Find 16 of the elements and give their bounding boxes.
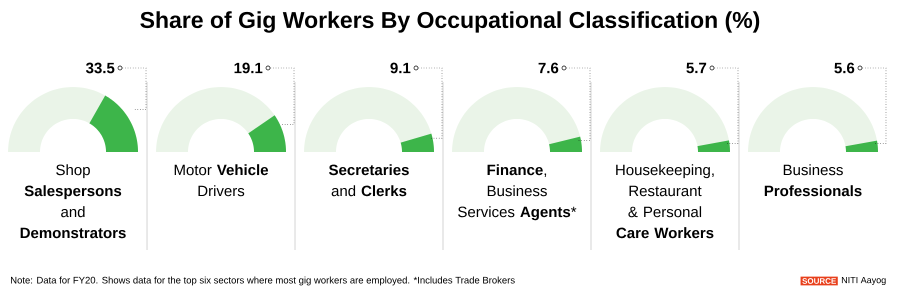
category-label: Business Professionals (764, 164, 862, 196)
text: NITI Aayog (842, 276, 886, 286)
data-label: 5.6 (834, 62, 854, 74)
data-label: 7.6 (538, 62, 558, 74)
category-label: Housekeeping, Restaurant & Personal Care Workers (616, 164, 714, 238)
data-label: 5.7 (686, 62, 706, 74)
text: Share of Gig Workers By Occupational Classification (%) (140, 11, 760, 33)
text: SOURCE (802, 278, 836, 284)
category-label: Shop Salespersons and Demonstrators (20, 164, 126, 238)
data-label: 19.1 (234, 62, 262, 74)
data-label: 33.5 (86, 62, 114, 74)
data-label: 9.1 (390, 62, 410, 74)
text: Note: Data for FY20. Shows data for the top six sectors where most gig workers are employed. *Includes Trade Brokers (11, 276, 515, 286)
category-label: Motor Vehicle Drivers (174, 164, 268, 196)
category-label: Finance, Business Services Agents* (458, 164, 576, 220)
category-label: Secretaries and Clerks (329, 164, 409, 196)
